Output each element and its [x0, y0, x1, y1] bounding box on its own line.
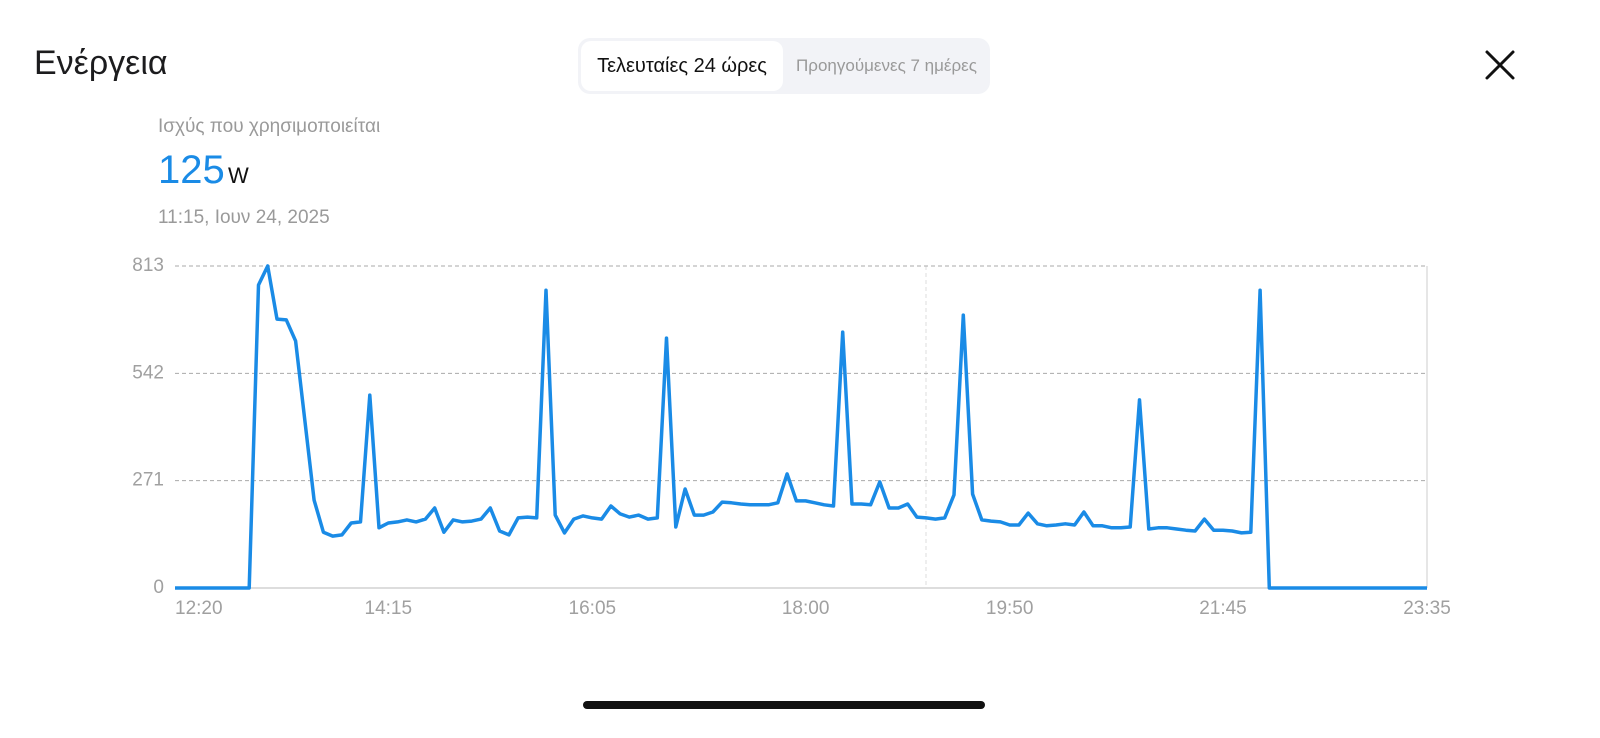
y-tick-label: 271 — [132, 470, 164, 491]
x-tick-label: 12:20 — [175, 598, 223, 619]
x-tick-label: 23:35 — [1403, 598, 1451, 619]
close-button[interactable] — [1484, 49, 1516, 81]
x-tick-label: 14:15 — [365, 598, 413, 619]
tab[interactable]: Προηγούμενες 7 ημέρες — [796, 56, 977, 75]
segmented-control: Τελευταίες 24 ώρες Προηγούμενες 7 ημέρες — [578, 38, 990, 94]
power-line — [175, 264, 1427, 590]
readout-label: Ισχύς που χρησιμοποιείται — [158, 116, 381, 137]
y-tick-label: 813 — [132, 255, 164, 276]
readout-unit: W — [228, 163, 249, 188]
title: Ενέργεια — [34, 44, 168, 82]
readout-timestamp: 11:15, Ιουν 24, 2025 — [158, 207, 330, 228]
x-tick-label: 16:05 — [569, 598, 617, 619]
chart: 0 271 542 813 12:20 14:15 16:05 18:00 19:50 21:45… — [132, 255, 1451, 619]
home-indicator — [583, 701, 985, 709]
y-tick-label: 542 — [132, 362, 164, 383]
x-tick-label: 19:50 — [986, 598, 1034, 619]
y-tick-label: 0 — [153, 577, 164, 598]
x-tick-label: 21:45 — [1199, 598, 1247, 619]
x-tick-label: 18:00 — [782, 598, 830, 619]
readout-value: 125 — [158, 148, 225, 192]
tab-active[interactable]: Τελευταίες 24 ώρες — [581, 41, 783, 91]
